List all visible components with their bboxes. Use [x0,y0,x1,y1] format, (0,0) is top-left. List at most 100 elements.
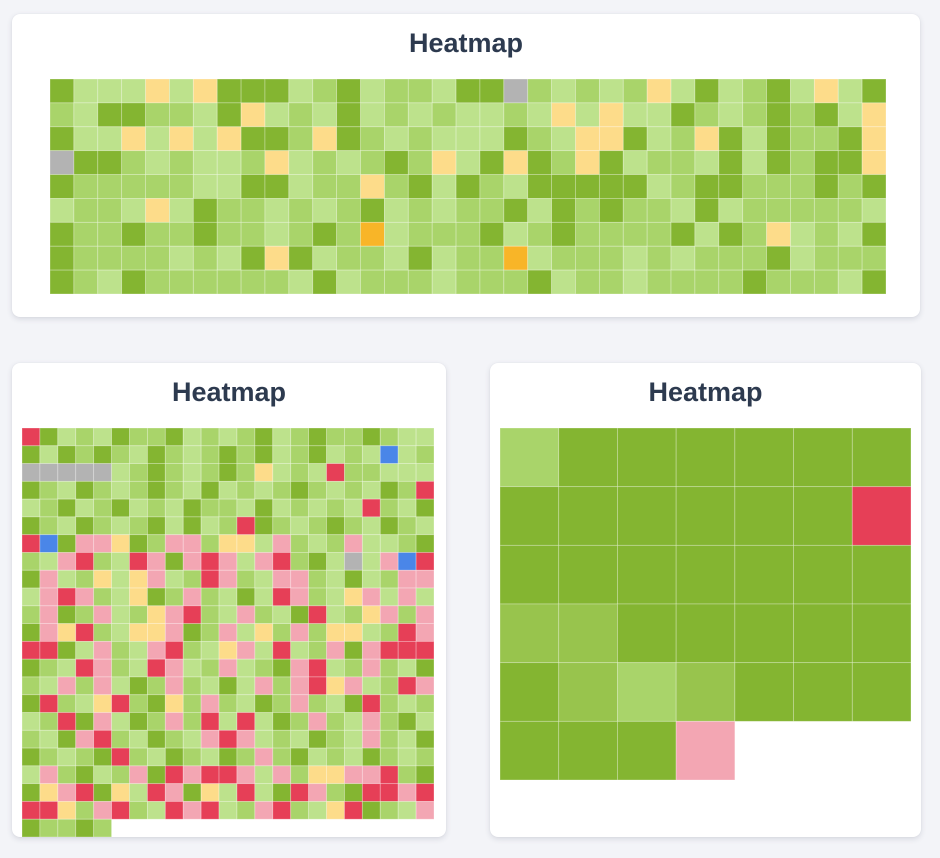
heatmap-cell [288,126,314,152]
heatmap-cell [344,729,363,749]
heatmap-cell [218,534,238,553]
heatmap-cell [218,658,238,678]
heatmap-cell [57,783,77,802]
heatmap-cell [670,245,696,271]
heatmap-cell [290,623,310,642]
heatmap-cell [192,269,218,294]
heatmap-cell [694,221,720,247]
heatmap-cell [146,445,166,464]
heatmap-cell [415,694,434,713]
heatmap-cell [360,174,385,199]
heatmap-cell [575,126,600,152]
heatmap-cell [527,79,552,104]
heatmap-cell [575,269,600,294]
heatmap-cell [93,552,112,571]
heatmap-cell [129,676,148,696]
heatmap-cell [146,694,166,713]
heatmap-cell [164,765,184,785]
heatmap-cell [503,221,529,247]
heatmap-cell [129,729,148,749]
heatmap-cell [39,676,59,696]
heatmap-cell [397,480,417,500]
heatmap-cell [575,221,600,247]
heatmap-cell [146,587,166,607]
heatmap-cell [326,694,345,713]
heatmap-cell [344,498,363,518]
heatmap-cell [344,463,363,482]
heatmap-cell [129,587,148,607]
heatmap-cell [397,623,417,642]
heatmap-cell [675,662,736,722]
heatmap-cell [500,662,560,722]
heatmap-cell [551,79,576,104]
heatmap-cell [646,269,672,294]
heatmap-cell [360,245,385,271]
heatmap-cell [75,747,95,767]
heatmap-cell [39,729,59,749]
heatmap-cell [326,428,345,447]
heatmap-cell [254,640,274,660]
heatmap-cell [598,221,624,247]
heatmap-cell [415,783,434,802]
heatmap-cell [111,783,130,802]
heatmap-cell [264,221,290,247]
heatmap-cell [57,765,77,785]
heatmap-cell [192,150,218,175]
heatmap-cell [290,569,310,589]
heatmap-cell [129,640,148,660]
heatmap-cell [718,174,744,199]
heatmap-cell [50,198,75,223]
heatmap-cell [617,428,677,488]
heatmap-grid [500,428,911,780]
heatmap-cell [308,658,327,678]
heatmap-cell [240,150,266,175]
heatmap-cell [200,712,220,731]
heatmap-cell [326,552,345,571]
heatmap-cell [111,552,130,571]
heatmap-cell [455,79,481,104]
heatmap-cell [670,102,696,128]
heatmap-cell [200,569,220,589]
heatmap-cell [146,534,166,553]
heatmap-cell [146,640,166,660]
heatmap-cell [218,676,238,696]
heatmap-cell [73,174,99,199]
heatmap-cell [326,587,345,607]
heatmap-cell [236,480,256,500]
heatmap-cell [790,245,815,271]
heatmap-cell [236,729,256,749]
heatmap-cell [361,658,381,678]
heatmap-cell [575,198,600,223]
heatmap-cell [397,694,417,713]
heatmap-cell [861,174,886,199]
heatmap-cell [455,174,481,199]
heatmap-cell [164,694,184,713]
heatmap-cell [851,662,911,722]
heatmap-cell [527,269,552,294]
heatmap-cell [218,605,238,625]
heatmap-cell [111,480,130,500]
heatmap-cell [264,269,290,294]
heatmap-cell [182,605,202,625]
heatmap-cell [379,676,399,696]
heatmap-cell [200,676,220,696]
heatmap-cell [479,269,505,294]
heatmap-cell [383,150,409,175]
heatmap-cell [742,269,767,294]
heatmap-cell [379,712,399,731]
heatmap-cell [646,198,672,223]
heatmap-cell [670,174,696,199]
heatmap-cell [200,428,220,447]
heatmap-cell [670,198,696,223]
heatmap-cell [164,747,184,767]
heatmap-cell [39,712,59,731]
heatmap-cell [22,569,41,589]
heatmap-cell [169,269,194,294]
heatmap-cell [57,463,77,482]
heatmap-cell [551,198,576,223]
heatmap-cell [617,486,677,546]
heatmap-cell [670,79,696,104]
heatmap-cell [290,747,310,767]
heatmap-cell [670,269,696,294]
heatmap-cell [646,79,672,104]
